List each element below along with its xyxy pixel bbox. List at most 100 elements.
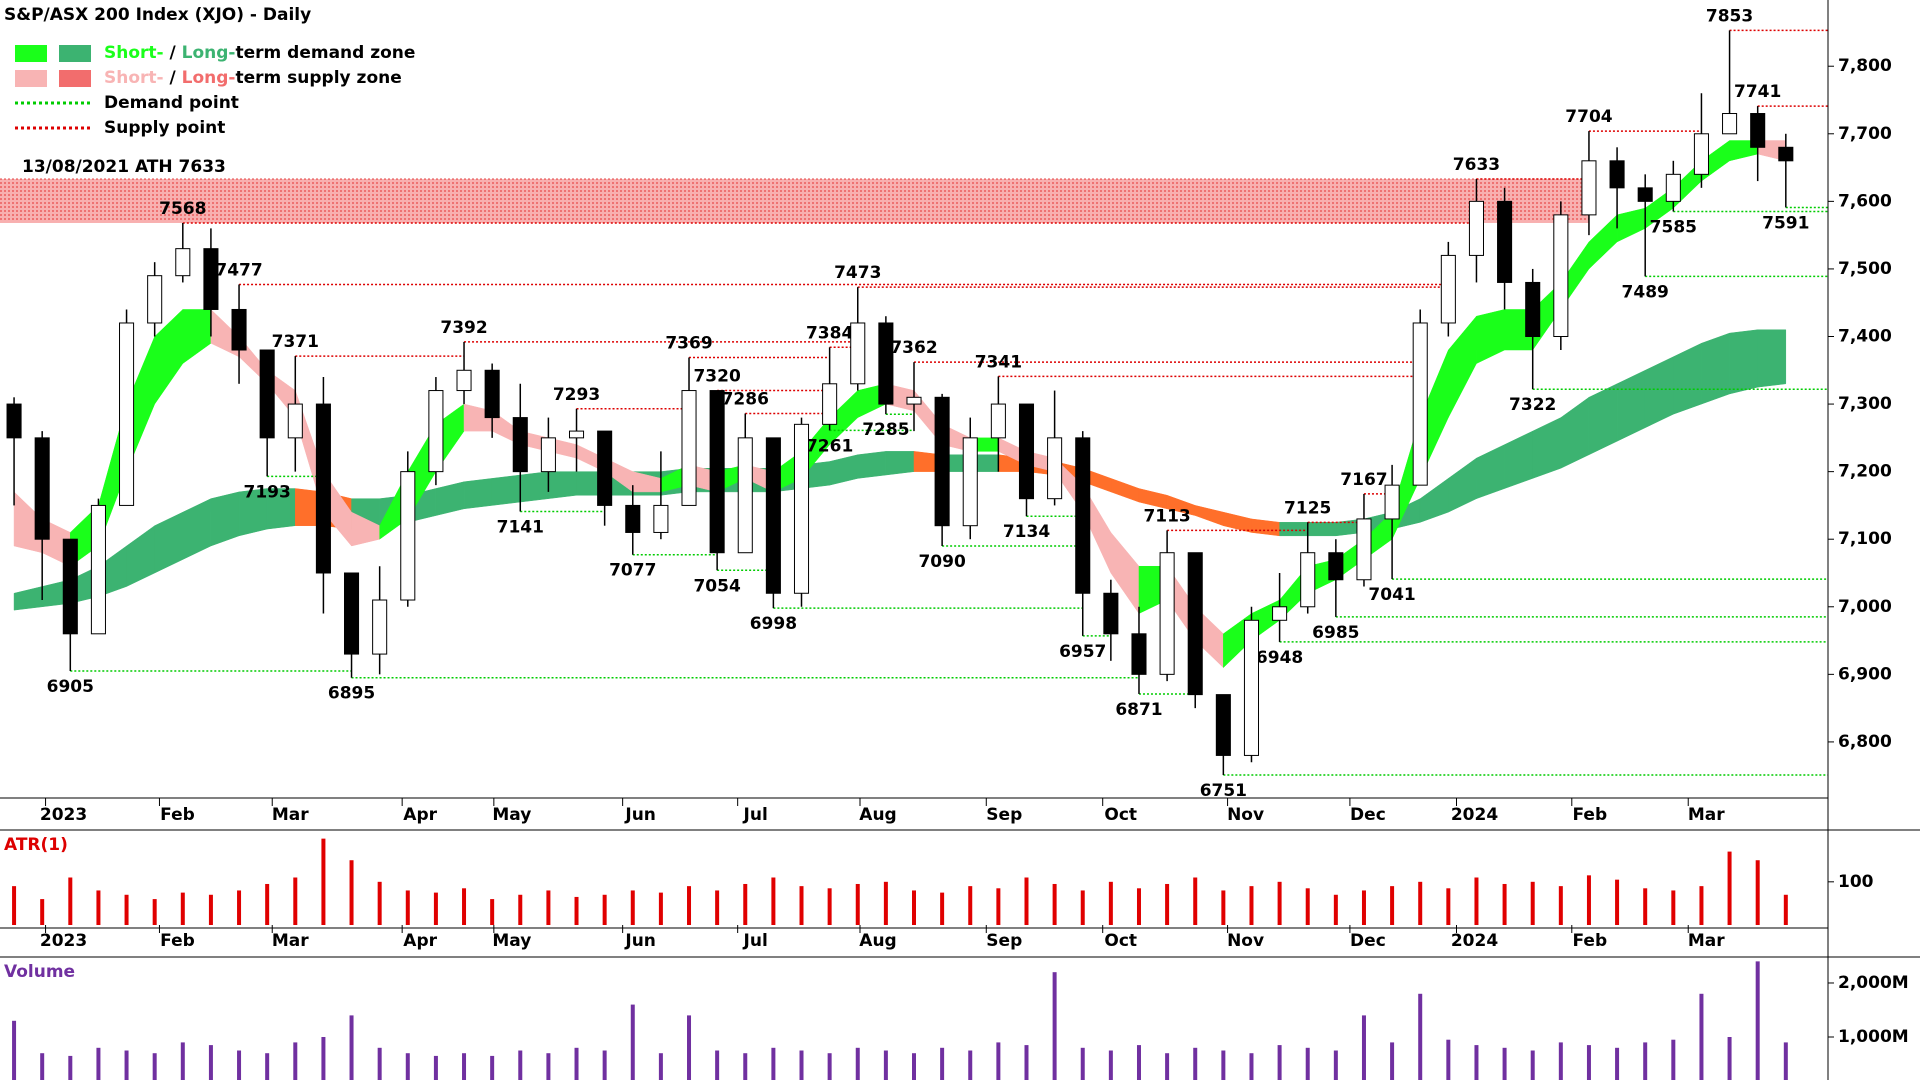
legend-label: Short- / Long-term supply zone	[104, 68, 402, 88]
bar	[518, 1050, 523, 1080]
bar	[1671, 1039, 1676, 1080]
x-tick-label: 2024	[1451, 931, 1498, 951]
bar	[40, 1053, 45, 1080]
supply-point-label: 7392	[440, 318, 487, 338]
lt-band	[1757, 329, 1787, 388]
x-tick-label: May	[492, 805, 531, 825]
x-tick-label: 2023	[40, 931, 87, 951]
demand-point-label: 7261	[806, 436, 853, 456]
bar	[630, 890, 635, 925]
candle-body	[1075, 437, 1091, 594]
bar	[405, 890, 410, 925]
bar	[1080, 1047, 1085, 1080]
bar	[574, 896, 579, 925]
bar	[1165, 1053, 1170, 1080]
candle-body	[1778, 146, 1794, 162]
bar	[1193, 1047, 1198, 1080]
bar	[630, 1004, 635, 1080]
bar	[1586, 875, 1591, 925]
y-tick-label: 7,100	[1838, 529, 1892, 549]
bar	[912, 1053, 916, 1080]
bar	[208, 1045, 213, 1080]
bar	[799, 886, 804, 925]
bar	[1024, 877, 1029, 925]
candle-body	[1525, 281, 1541, 337]
bar	[1080, 890, 1085, 925]
bar	[658, 1053, 663, 1080]
candle-body	[934, 396, 950, 527]
candle-body	[1215, 694, 1231, 756]
bar	[1586, 1045, 1591, 1080]
legend-swatch	[15, 70, 47, 87]
bar	[1249, 886, 1254, 925]
bar	[1502, 883, 1507, 925]
legend-text: Long-	[182, 68, 236, 88]
candle-body	[1272, 606, 1288, 621]
x-tick-label: Oct	[1104, 805, 1137, 825]
y-tick-label: 7,200	[1838, 462, 1892, 482]
supply-point-label: 7853	[1706, 6, 1753, 26]
legend-text: /	[164, 68, 182, 88]
candle-body	[259, 349, 275, 439]
lt-band	[1279, 522, 1308, 537]
bar	[1783, 894, 1788, 925]
bar	[1108, 1050, 1113, 1080]
y-tick-label: 2,000M	[1838, 973, 1909, 993]
bar	[1446, 1039, 1451, 1080]
bar	[1755, 860, 1760, 925]
lt-band	[463, 478, 493, 510]
candle-body	[1328, 552, 1344, 581]
bar	[912, 890, 916, 925]
bar	[1277, 1045, 1282, 1080]
bar	[1305, 1047, 1310, 1080]
legend-text: Long-	[182, 43, 236, 63]
bar	[1615, 1047, 1620, 1080]
bar	[996, 1042, 1001, 1080]
supply-point-label: 7704	[1565, 107, 1612, 127]
bar	[1221, 1050, 1226, 1080]
supply-point-label: 7320	[693, 367, 740, 387]
bar	[1221, 890, 1226, 925]
candle-body	[1103, 592, 1119, 635]
candle-body	[484, 369, 500, 419]
bar	[546, 890, 551, 925]
candle-body	[1187, 552, 1203, 696]
bar	[883, 881, 888, 925]
x-tick-label: Sep	[986, 931, 1022, 951]
bar	[687, 1015, 692, 1080]
candle-body	[344, 572, 360, 655]
bar	[574, 1047, 579, 1080]
bar	[293, 877, 298, 925]
panel-title: ATR(1)	[4, 835, 68, 855]
candle-body	[1384, 484, 1400, 520]
bar	[940, 892, 945, 925]
bar	[827, 888, 832, 925]
demand-point-label: 7591	[1762, 213, 1809, 233]
bar	[68, 877, 73, 925]
lt-band	[1701, 332, 1730, 405]
y-tick-label: 7,500	[1838, 259, 1892, 279]
y-tick-label: 100	[1838, 872, 1874, 892]
demand-point-label: 6905	[47, 677, 94, 697]
bar	[1474, 1045, 1479, 1080]
supply-point-label: 7286	[722, 390, 769, 410]
x-tick-label: Mar	[272, 805, 309, 825]
candle-body	[456, 369, 472, 392]
bar	[180, 1042, 185, 1080]
y-tick-label: 7,300	[1838, 394, 1892, 414]
y-tick-label: 6,800	[1838, 732, 1892, 752]
bar	[996, 888, 1001, 925]
bar	[1530, 1050, 1535, 1080]
bar	[1418, 993, 1423, 1080]
candle-body	[1693, 133, 1709, 175]
bar	[743, 883, 748, 925]
candle-body	[568, 430, 585, 439]
lt-band	[1307, 522, 1337, 537]
bar	[1136, 888, 1141, 925]
candle-body	[512, 417, 528, 473]
bar	[855, 883, 860, 925]
bar	[152, 899, 157, 925]
candle-body	[372, 599, 388, 655]
supply-point-label: 7113	[1143, 506, 1190, 526]
